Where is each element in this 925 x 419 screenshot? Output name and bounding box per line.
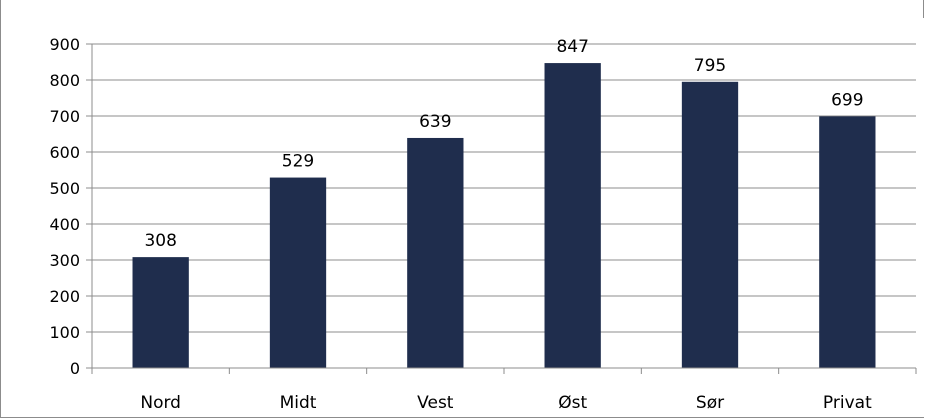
y-tick-label: 600 xyxy=(49,143,80,162)
y-tick-label: 700 xyxy=(49,107,80,126)
data-label: 529 xyxy=(282,152,314,172)
data-label: 639 xyxy=(419,112,451,132)
bar-vest xyxy=(407,137,464,368)
x-category-label: Privat xyxy=(823,393,872,413)
x-category-label: Øst xyxy=(558,393,587,413)
bar-sør xyxy=(681,81,739,369)
x-category-label: Nord xyxy=(140,393,181,413)
x-category-label: Midt xyxy=(280,393,317,413)
axes xyxy=(86,43,917,374)
y-tick-label: 0 xyxy=(70,359,80,378)
frame-corner xyxy=(923,0,924,18)
y-tick-label: 200 xyxy=(49,287,80,306)
y-tick-label: 400 xyxy=(49,215,80,234)
data-label: 795 xyxy=(694,56,726,76)
data-label: 308 xyxy=(144,231,176,251)
bar-øst xyxy=(544,63,601,369)
y-tick-label: 500 xyxy=(49,179,80,198)
x-category-labels: Nord Midt Vest Øst Sør Privat xyxy=(140,393,872,413)
data-label: 847 xyxy=(556,37,588,57)
y-tick-label: 100 xyxy=(49,323,80,342)
grid-lines xyxy=(92,43,916,333)
y-tick-labels: 0 100 200 300 400 500 600 700 800 900 xyxy=(49,35,80,378)
data-label: 699 xyxy=(831,90,863,110)
bars xyxy=(132,63,876,369)
bar-privat xyxy=(819,116,876,368)
y-tick-label: 300 xyxy=(49,251,80,270)
x-category-label: Sør xyxy=(696,393,724,413)
y-tick-label: 900 xyxy=(49,35,80,54)
bar-nord xyxy=(132,257,189,368)
x-category-label: Vest xyxy=(417,393,454,413)
bar-midt xyxy=(269,177,327,368)
y-tick-label: 800 xyxy=(49,71,80,90)
data-labels: 308 529 639 847 795 699 xyxy=(144,37,863,251)
